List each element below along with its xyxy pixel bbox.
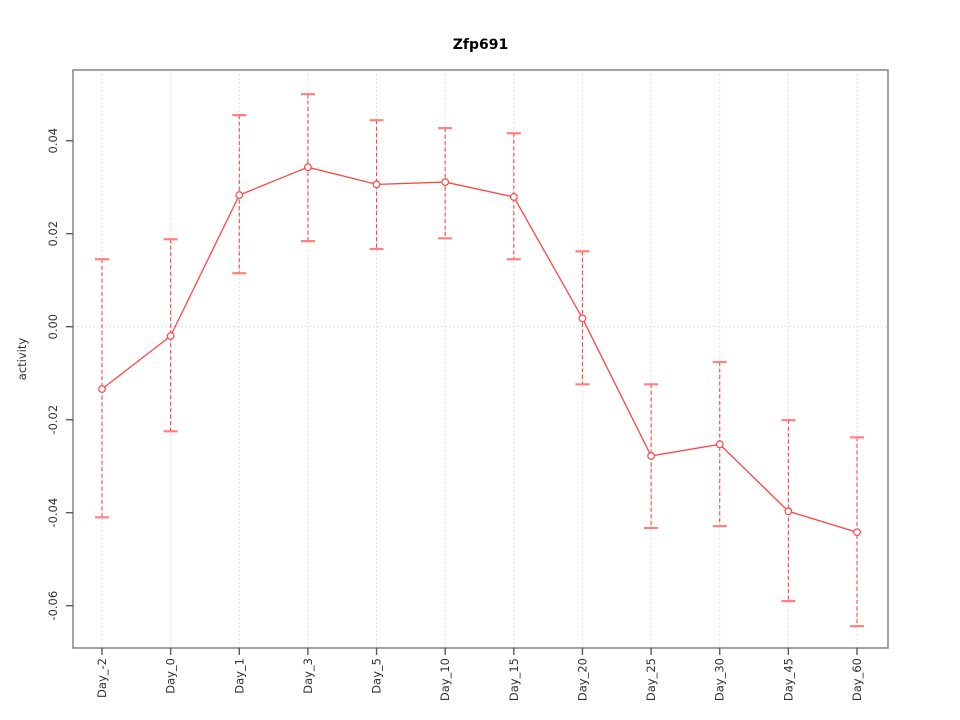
data-point: [98, 385, 106, 393]
data-point: [235, 191, 244, 199]
x-tick-label: Day_1: [232, 658, 246, 694]
y-tick-label: -0.04: [46, 498, 60, 528]
y-axis-label: activity: [15, 338, 29, 381]
data-point: [647, 452, 655, 460]
series-line: [101, 166, 858, 533]
data-point: [578, 314, 587, 323]
x-tick-label: Day_10: [438, 658, 452, 701]
y-tick-label: -0.02: [46, 405, 60, 435]
chart-title: Zfp691: [453, 37, 509, 53]
y-tick-label: 0.00: [46, 314, 60, 340]
data-point: [784, 507, 793, 516]
data-point: [853, 528, 861, 537]
y-tick-label: -0.06: [46, 591, 60, 621]
x-tick-label: Day_60: [850, 658, 864, 701]
data-point: [509, 193, 518, 201]
data-point: [715, 440, 724, 449]
data-point: [166, 332, 175, 340]
y-tick-label: 0.04: [46, 128, 60, 154]
x-tick-label: Day_45: [781, 658, 795, 701]
x-tick-label: Day_30: [713, 658, 727, 701]
x-tick-label: Day_0: [164, 658, 178, 694]
data-point: [441, 178, 450, 186]
x-tick-label: Day_-2: [95, 658, 109, 698]
x-tick-label: Day_20: [575, 658, 589, 701]
x-tick-label: Day_5: [370, 658, 384, 694]
y-tick-label: 0.02: [46, 221, 60, 247]
x-tick-label: Day_3: [301, 658, 315, 694]
data-point: [372, 180, 381, 189]
data-point: [304, 163, 312, 172]
plot-box: [72, 69, 889, 649]
x-tick-label: Day_25: [644, 658, 658, 701]
x-tick-label: Day_15: [507, 658, 521, 701]
